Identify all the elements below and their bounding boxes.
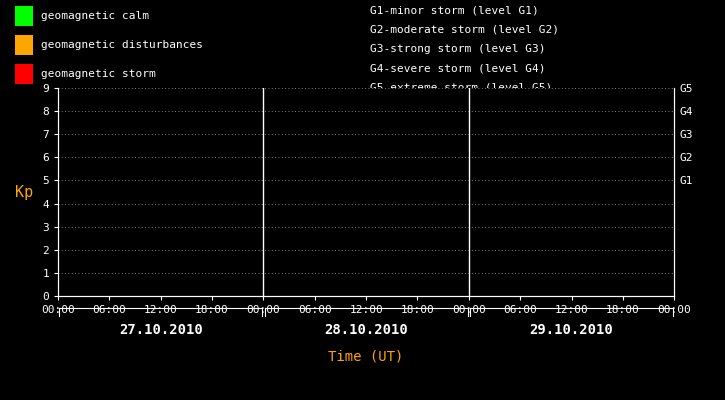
Text: 28.10.2010: 28.10.2010 [324,323,408,337]
Text: geomagnetic disturbances: geomagnetic disturbances [41,40,203,50]
Bar [14,64,33,84]
Bar [14,35,33,54]
Text: Kp: Kp [15,184,33,200]
Bar [14,6,33,26]
Text: G3-strong storm (level G3): G3-strong storm (level G3) [370,44,545,54]
Text: geomagnetic storm: geomagnetic storm [41,69,156,79]
Text: G2-moderate storm (level G2): G2-moderate storm (level G2) [370,25,559,35]
Text: G4-severe storm (level G4): G4-severe storm (level G4) [370,64,545,74]
Text: Time (UT): Time (UT) [328,349,404,363]
Text: 27.10.2010: 27.10.2010 [119,323,202,337]
Text: geomagnetic calm: geomagnetic calm [41,11,149,21]
Text: 29.10.2010: 29.10.2010 [530,323,613,337]
Text: G5-extreme storm (level G5): G5-extreme storm (level G5) [370,83,552,93]
Text: G1-minor storm (level G1): G1-minor storm (level G1) [370,6,539,16]
